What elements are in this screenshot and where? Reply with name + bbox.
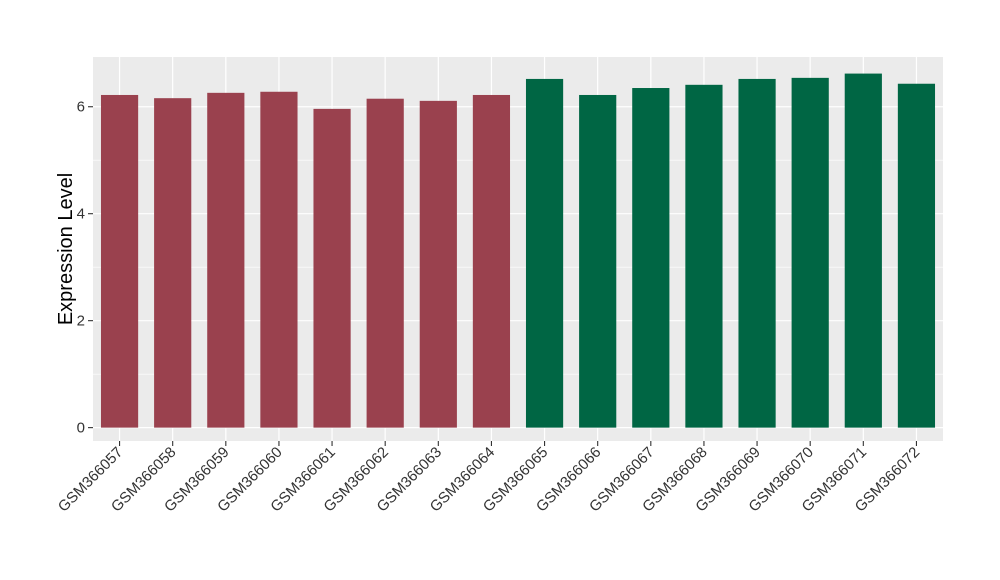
x-axis: GSM366057GSM366058GSM366059GSM366060GSM3… bbox=[55, 441, 923, 515]
bars bbox=[100, 73, 936, 428]
bar bbox=[791, 77, 829, 428]
bar bbox=[685, 84, 723, 428]
y-tick-label: 0 bbox=[77, 420, 85, 437]
bar bbox=[313, 108, 351, 428]
bar bbox=[579, 94, 617, 428]
bar bbox=[632, 88, 670, 428]
y-tick-label: 4 bbox=[77, 206, 85, 223]
bar bbox=[100, 94, 139, 428]
bar bbox=[472, 94, 511, 428]
y-tick-label: 6 bbox=[77, 99, 85, 116]
bar bbox=[738, 78, 776, 428]
bar bbox=[897, 83, 936, 428]
bar bbox=[525, 78, 564, 428]
bar bbox=[260, 91, 298, 428]
bar bbox=[366, 98, 404, 428]
y-axis: 0 2 4 6 bbox=[77, 99, 93, 437]
bar bbox=[154, 98, 192, 428]
bar bbox=[419, 100, 457, 428]
bar bbox=[207, 92, 245, 428]
y-tick-label: 2 bbox=[77, 313, 85, 330]
bar bbox=[844, 73, 882, 428]
y-axis-title: Expression Level bbox=[55, 173, 77, 325]
